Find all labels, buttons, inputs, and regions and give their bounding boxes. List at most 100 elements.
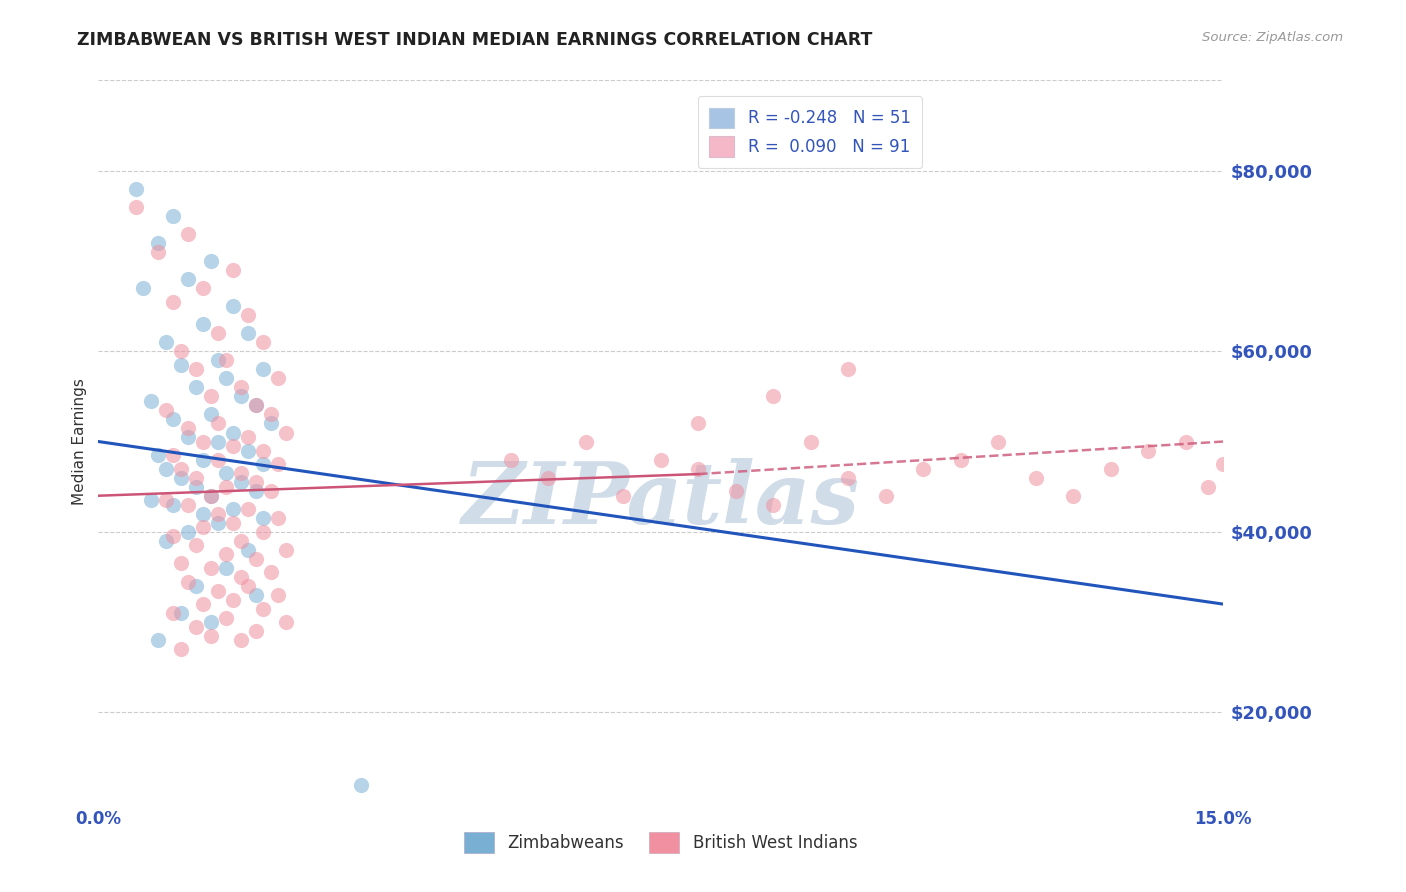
Point bbox=[177, 574, 200, 589]
Point bbox=[650, 452, 672, 467]
Point bbox=[575, 434, 598, 449]
Point bbox=[184, 620, 207, 634]
Point bbox=[177, 430, 200, 444]
Point bbox=[215, 371, 238, 385]
Point bbox=[170, 642, 193, 657]
Point bbox=[252, 511, 274, 525]
Point bbox=[612, 489, 634, 503]
Point bbox=[724, 484, 747, 499]
Point bbox=[200, 489, 222, 503]
Legend: Zimbabweans, British West Indians: Zimbabweans, British West Indians bbox=[458, 826, 863, 860]
Point bbox=[177, 272, 200, 286]
Point bbox=[193, 597, 215, 611]
Point bbox=[207, 583, 229, 598]
Point bbox=[207, 516, 229, 530]
Point bbox=[537, 470, 560, 484]
Point bbox=[132, 281, 155, 295]
Point bbox=[170, 470, 193, 484]
Point bbox=[229, 466, 252, 480]
Point bbox=[184, 480, 207, 494]
Point bbox=[274, 542, 297, 557]
Point bbox=[200, 389, 222, 403]
Point bbox=[762, 389, 785, 403]
Point bbox=[125, 181, 148, 195]
Point bbox=[1197, 480, 1219, 494]
Point bbox=[155, 403, 177, 417]
Point bbox=[1062, 489, 1084, 503]
Point bbox=[229, 533, 252, 548]
Point bbox=[200, 408, 222, 422]
Point bbox=[177, 524, 200, 539]
Point bbox=[170, 344, 193, 359]
Point bbox=[229, 475, 252, 490]
Point bbox=[215, 610, 238, 624]
Point bbox=[162, 412, 184, 426]
Point bbox=[207, 326, 229, 340]
Point bbox=[238, 542, 260, 557]
Point bbox=[215, 480, 238, 494]
Point bbox=[222, 299, 245, 313]
Point bbox=[148, 235, 170, 250]
Point bbox=[162, 498, 184, 512]
Point bbox=[193, 507, 215, 521]
Point bbox=[837, 470, 859, 484]
Point bbox=[238, 326, 260, 340]
Point bbox=[252, 457, 274, 471]
Point bbox=[184, 579, 207, 593]
Point bbox=[184, 538, 207, 552]
Point bbox=[193, 520, 215, 534]
Point bbox=[245, 398, 267, 412]
Point bbox=[688, 417, 710, 431]
Point bbox=[170, 358, 193, 372]
Point bbox=[252, 335, 274, 350]
Point bbox=[238, 579, 260, 593]
Point bbox=[200, 615, 222, 630]
Point bbox=[800, 434, 823, 449]
Point bbox=[499, 452, 522, 467]
Point bbox=[987, 434, 1010, 449]
Point bbox=[162, 606, 184, 620]
Point bbox=[162, 294, 184, 309]
Point bbox=[162, 448, 184, 462]
Point bbox=[170, 557, 193, 571]
Point bbox=[688, 461, 710, 475]
Point bbox=[184, 362, 207, 376]
Point bbox=[177, 421, 200, 435]
Point bbox=[252, 443, 274, 458]
Point bbox=[155, 461, 177, 475]
Point bbox=[193, 452, 215, 467]
Point bbox=[245, 552, 267, 566]
Point bbox=[200, 253, 222, 268]
Point bbox=[267, 511, 290, 525]
Point bbox=[170, 461, 193, 475]
Point bbox=[837, 362, 859, 376]
Point bbox=[200, 629, 222, 643]
Point bbox=[1025, 470, 1047, 484]
Point bbox=[1099, 461, 1122, 475]
Text: ZIPatlas: ZIPatlas bbox=[461, 458, 860, 541]
Point bbox=[184, 470, 207, 484]
Point bbox=[222, 425, 245, 440]
Point bbox=[139, 493, 162, 508]
Point bbox=[207, 452, 229, 467]
Point bbox=[875, 489, 897, 503]
Point bbox=[1212, 457, 1234, 471]
Point bbox=[274, 425, 297, 440]
Point bbox=[229, 389, 252, 403]
Point bbox=[252, 524, 274, 539]
Point bbox=[260, 408, 283, 422]
Y-axis label: Median Earnings: Median Earnings bbox=[72, 378, 87, 505]
Point bbox=[222, 439, 245, 453]
Point bbox=[207, 434, 229, 449]
Point bbox=[200, 489, 222, 503]
Point bbox=[155, 335, 177, 350]
Point bbox=[229, 380, 252, 394]
Point bbox=[1174, 434, 1197, 449]
Point bbox=[252, 362, 274, 376]
Point bbox=[193, 434, 215, 449]
Point bbox=[222, 263, 245, 277]
Point bbox=[193, 281, 215, 295]
Point bbox=[222, 592, 245, 607]
Point bbox=[155, 533, 177, 548]
Point bbox=[215, 353, 238, 368]
